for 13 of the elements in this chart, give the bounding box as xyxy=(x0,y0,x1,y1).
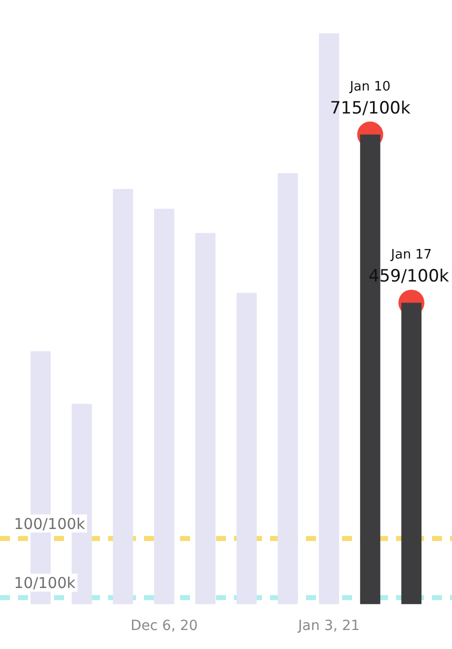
data-label: 715/100k xyxy=(330,98,411,118)
x-tick-label: Jan 3, 21 xyxy=(297,618,360,634)
annotation: Jan 10 xyxy=(348,79,391,94)
ref-line-label: 10/100k xyxy=(14,574,76,592)
x-tick-label: Dec 6, 20 xyxy=(130,618,198,634)
ref-line-label: 100/100k xyxy=(14,514,86,533)
bar xyxy=(236,292,257,604)
bar xyxy=(154,208,174,604)
annotation: Jan 17 xyxy=(390,248,432,263)
bar xyxy=(112,189,134,604)
bar xyxy=(278,173,298,604)
bar xyxy=(195,233,216,604)
bar xyxy=(401,302,422,604)
